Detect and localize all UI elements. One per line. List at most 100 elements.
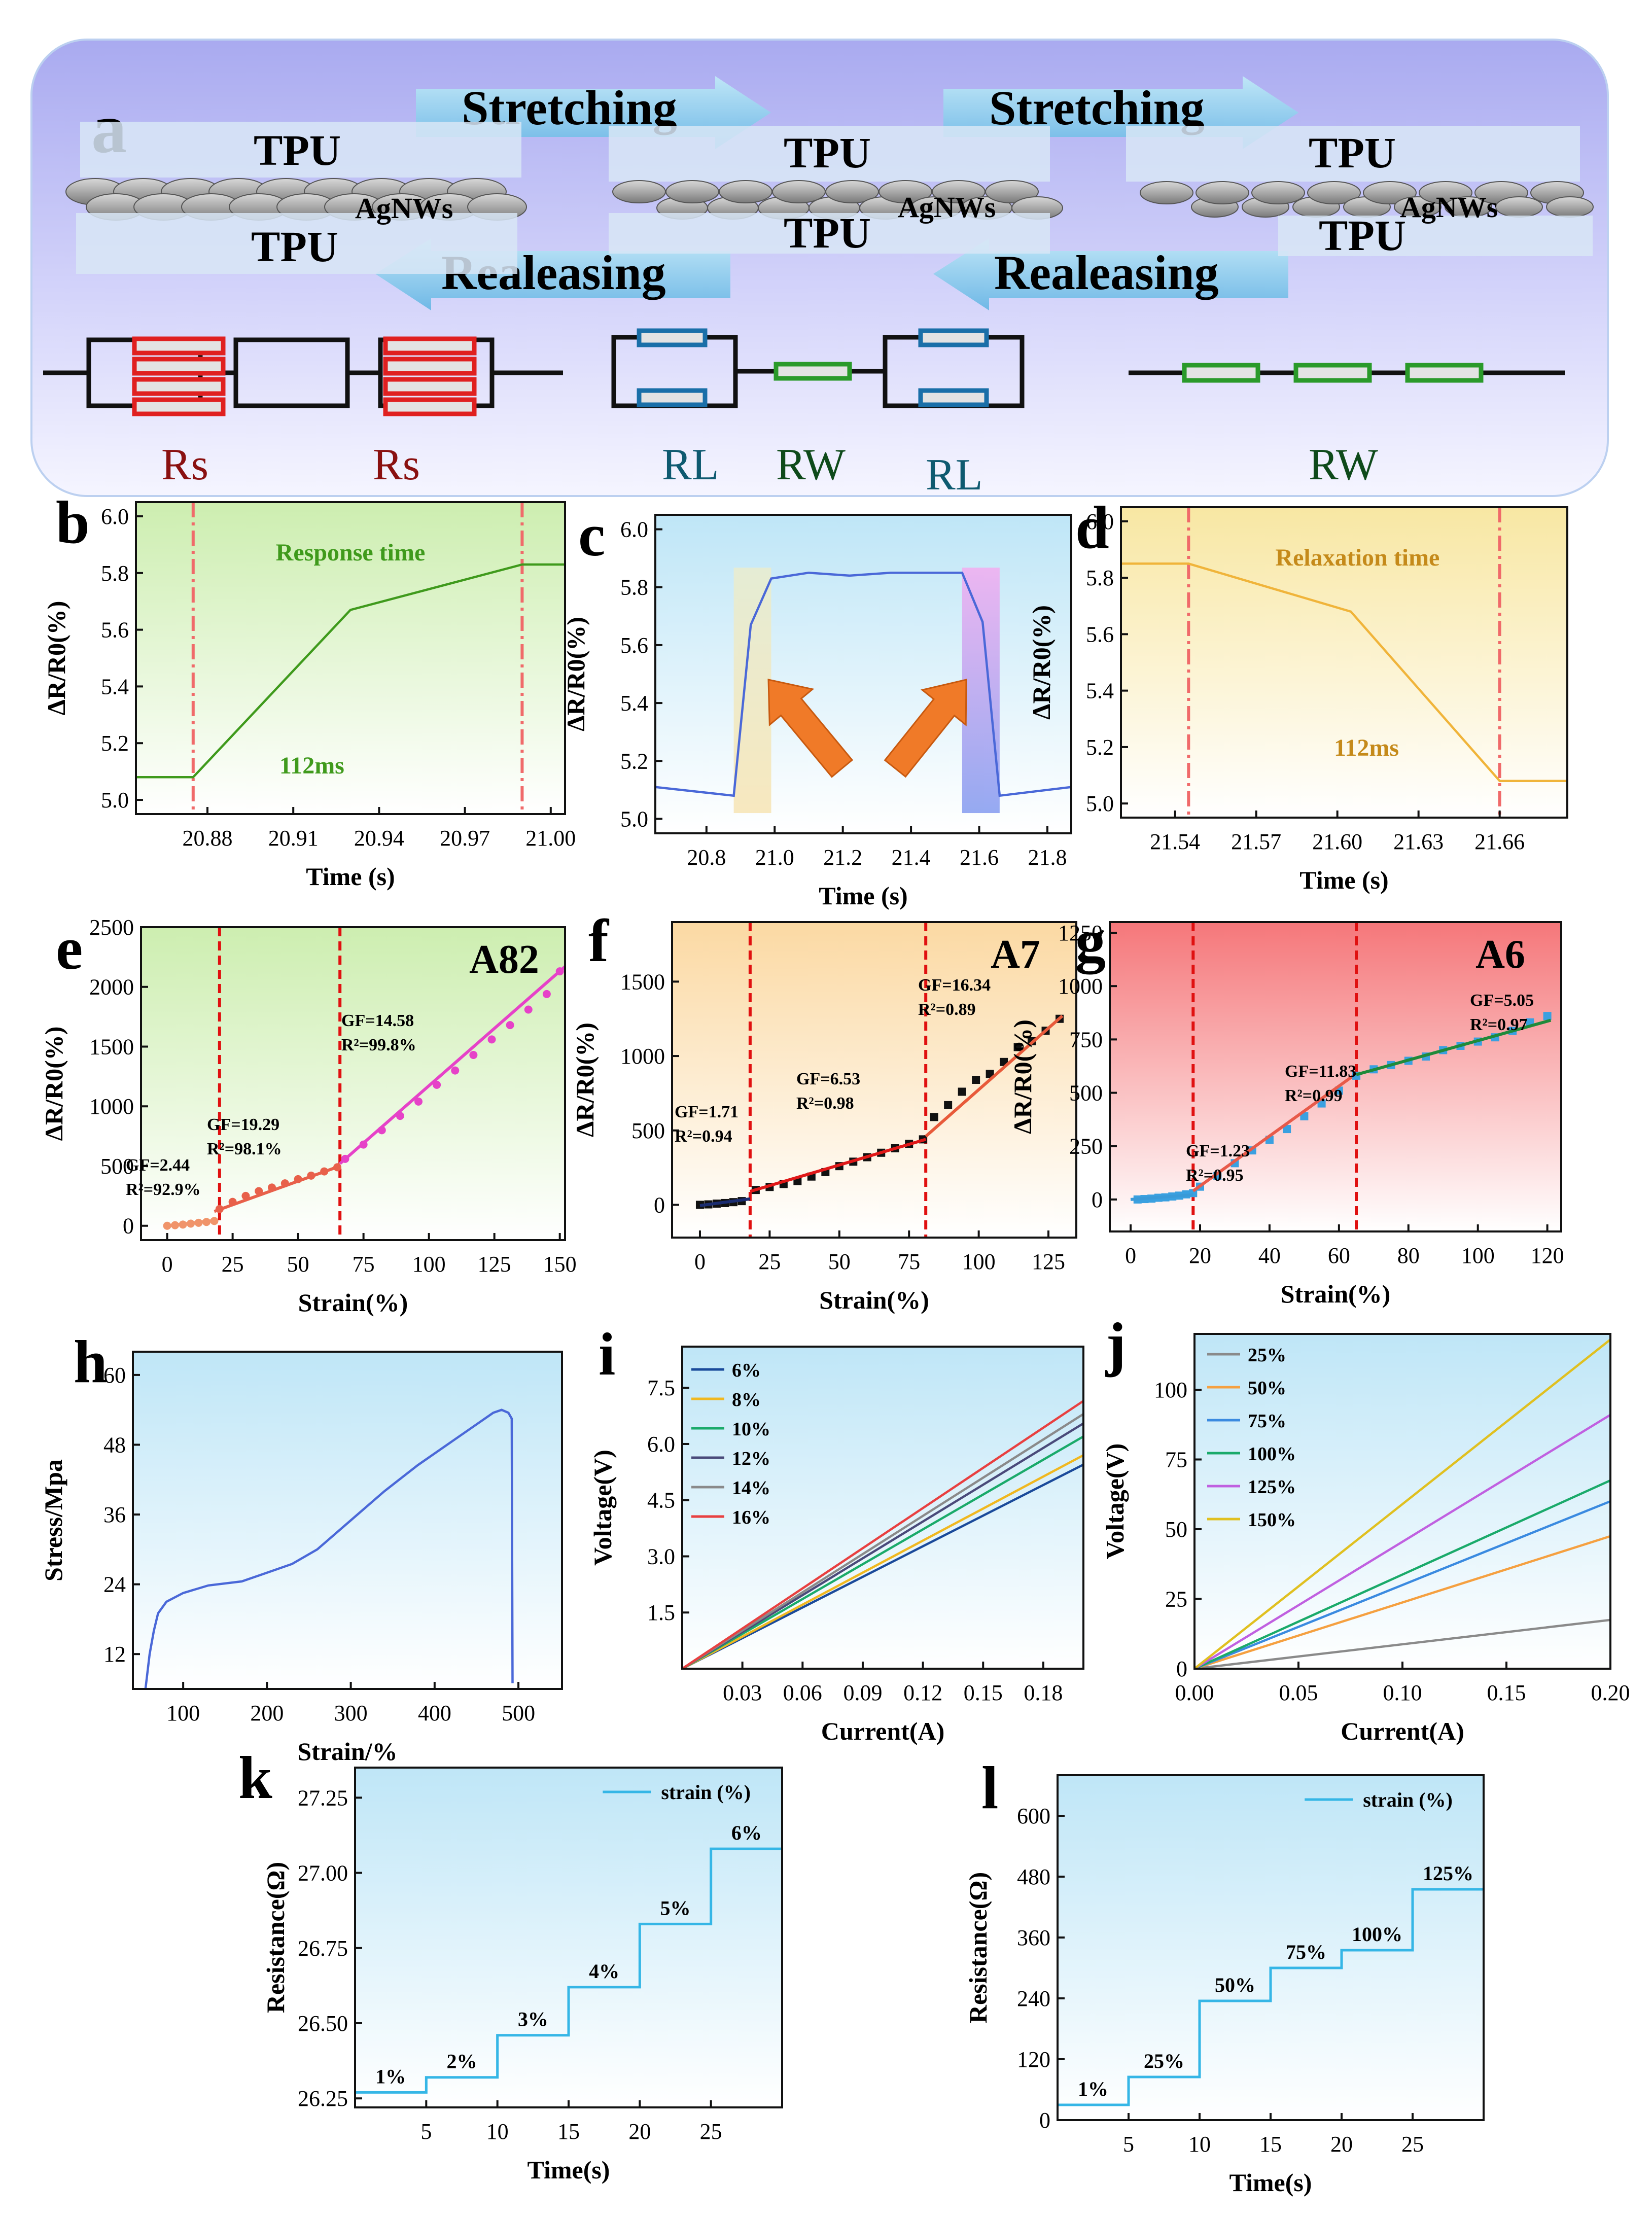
- fit-line: [699, 1197, 751, 1207]
- agnw-ellipse: [1196, 181, 1249, 204]
- tpu-film-stretched-2: TPU TPU AgNWs: [1126, 126, 1594, 260]
- legend-label: 125%: [1248, 1476, 1296, 1498]
- x-tick-label: 0.00: [1175, 1680, 1214, 1705]
- agnw-ellipse: [1307, 181, 1361, 204]
- y-tick-label: 500: [631, 1118, 665, 1143]
- plot-background: [655, 515, 1071, 833]
- r2-label: R²=0.97: [1470, 1015, 1528, 1034]
- x-tick-label: 0.15: [964, 1680, 1003, 1705]
- chart-b: 20.88 20.91 20.94 20.97 21.00 5.0 5.2 5.4 5.6 5.8…: [42, 488, 576, 891]
- agnw-ellipse: [1251, 181, 1305, 204]
- y-tick-label: 0: [1092, 1187, 1103, 1212]
- y-axis-label: ΔR/R0(%): [1008, 1019, 1037, 1134]
- x-tick-label: 0.18: [1024, 1680, 1063, 1705]
- plot-frame: [1109, 921, 1562, 1232]
- panel-label-f: f: [588, 907, 610, 974]
- x-axis-label: Time (s): [306, 862, 395, 891]
- y-axis-label: ΔR/R0(%): [42, 601, 71, 716]
- agnw-ellipse: [1140, 181, 1193, 204]
- agnw-ellipse: [665, 180, 719, 203]
- legend-label: 12%: [732, 1448, 770, 1469]
- r2-label: R²=0.98: [796, 1094, 854, 1113]
- highlight-span: [733, 568, 771, 814]
- plot-background: [1058, 1775, 1484, 2120]
- y-tick-label: 500: [1069, 1081, 1103, 1106]
- y-tick-label: 100: [1154, 1378, 1187, 1402]
- rl-label-2: RL: [926, 450, 982, 500]
- y-axis-label: ΔR/R0(%): [1027, 605, 1056, 720]
- y-tick-label: 3.0: [647, 1544, 675, 1569]
- rs-resistor: [132, 336, 226, 356]
- rl-resistor: [637, 328, 708, 347]
- arrow-mark: [767, 679, 854, 778]
- panel-label-i: i: [599, 1320, 615, 1388]
- series-line-8%: [682, 1454, 1083, 1669]
- x-axis-label: Strain(%): [298, 1288, 408, 1317]
- y-tick-label: 0: [1039, 2108, 1050, 2133]
- x-axis-label: Time (s): [1299, 866, 1388, 894]
- chart-c: 20.8 21.0 21.2 21.4 21.6 21.8 5.0 5.2 5.4 5.6 5.8 6…: [561, 501, 1072, 910]
- arrow-mark: [884, 679, 967, 778]
- release-label-2: Realeasing: [994, 245, 1219, 300]
- legend-label: 10%: [732, 1419, 770, 1440]
- step-label: 4%: [589, 1960, 619, 1983]
- agnw-ellipse: [985, 180, 1039, 203]
- y-tick-label: 24: [103, 1572, 126, 1597]
- x-tick-label: 0.12: [903, 1680, 942, 1705]
- panel-label-c: c: [578, 501, 605, 569]
- x-tick-label: 20.97: [440, 826, 490, 851]
- legend-label: 100%: [1248, 1443, 1296, 1465]
- agnw-label-1: AgNWs: [355, 192, 453, 225]
- gf-label: GF=6.53: [796, 1070, 860, 1088]
- x-tick-label: 10: [486, 2119, 509, 2144]
- y-tick-label: 27.25: [298, 1785, 348, 1810]
- tpu-top-label-1: TPU: [254, 126, 341, 174]
- y-axis-label: ΔR/R0(%): [40, 1027, 68, 1141]
- y-tick-label: 1250: [1058, 921, 1103, 945]
- plot-background: [1121, 507, 1567, 818]
- x-tick-label: 40: [1258, 1243, 1281, 1268]
- x-tick-label: 21.60: [1312, 829, 1362, 854]
- plot-background: [682, 1347, 1083, 1669]
- rl-resistor: [918, 328, 989, 347]
- x-tick-label: 20: [628, 2119, 651, 2144]
- rw-resistor: [774, 362, 852, 381]
- step-label: 50%: [1215, 1974, 1255, 1996]
- sample-label: A82: [469, 937, 539, 982]
- fit-line: [1130, 1193, 1193, 1201]
- tpu-film-stretched-1: TPU TPU AgNWs: [609, 126, 1063, 257]
- x-tick-label: 60: [1328, 1243, 1350, 1268]
- legend-label: 150%: [1248, 1509, 1296, 1531]
- plot-frame: [681, 1346, 1084, 1670]
- y-tick-label: 5.4: [620, 691, 648, 716]
- x-tick-label: 20.91: [268, 826, 319, 851]
- agnw-ellipse: [719, 180, 772, 203]
- y-axis-label: Voltage(V): [588, 1450, 617, 1566]
- agnw-label-2: AgNWs: [898, 191, 996, 224]
- agnw-ellipse: [612, 180, 666, 203]
- series-line-6%: [682, 1463, 1083, 1669]
- series-line-25%: [1194, 1618, 1610, 1669]
- y-tick-label: 5.4: [1086, 679, 1114, 703]
- rl-resistor: [637, 388, 708, 407]
- series-line-relaxation: [1121, 562, 1567, 782]
- data-point: [487, 1035, 496, 1044]
- y-tick-label: 7.5: [647, 1376, 675, 1400]
- panel-label-g: g: [1075, 907, 1106, 975]
- y-axis-label: Voltage(V): [1101, 1443, 1129, 1560]
- y-tick-label: 1000: [620, 1044, 665, 1069]
- x-tick-label: 125: [1032, 1249, 1065, 1274]
- series-line-125%: [1194, 1414, 1610, 1669]
- x-tick-label: 200: [250, 1701, 284, 1725]
- series-line-75%: [1194, 1500, 1610, 1669]
- panel-label-h: h: [74, 1328, 108, 1395]
- gf-label: GF=11.83: [1285, 1062, 1356, 1081]
- x-tick-label: 80: [1397, 1243, 1420, 1268]
- legend-label: strain (%): [661, 1781, 751, 1804]
- data-point: [958, 1087, 966, 1096]
- x-tick-label: 0.03: [723, 1680, 762, 1705]
- fit-line: [1356, 1018, 1552, 1076]
- chart-d: 21.54 21.57 21.60 21.63 21.66 5.0 5.2 5.4 5.6 5.8…: [1027, 494, 1568, 894]
- panel-a-schematic: a Stretching Stretching Realeasing Reale…: [30, 39, 1609, 500]
- tpu-film-unstretched: TPU TPU AgNWs: [65, 122, 527, 274]
